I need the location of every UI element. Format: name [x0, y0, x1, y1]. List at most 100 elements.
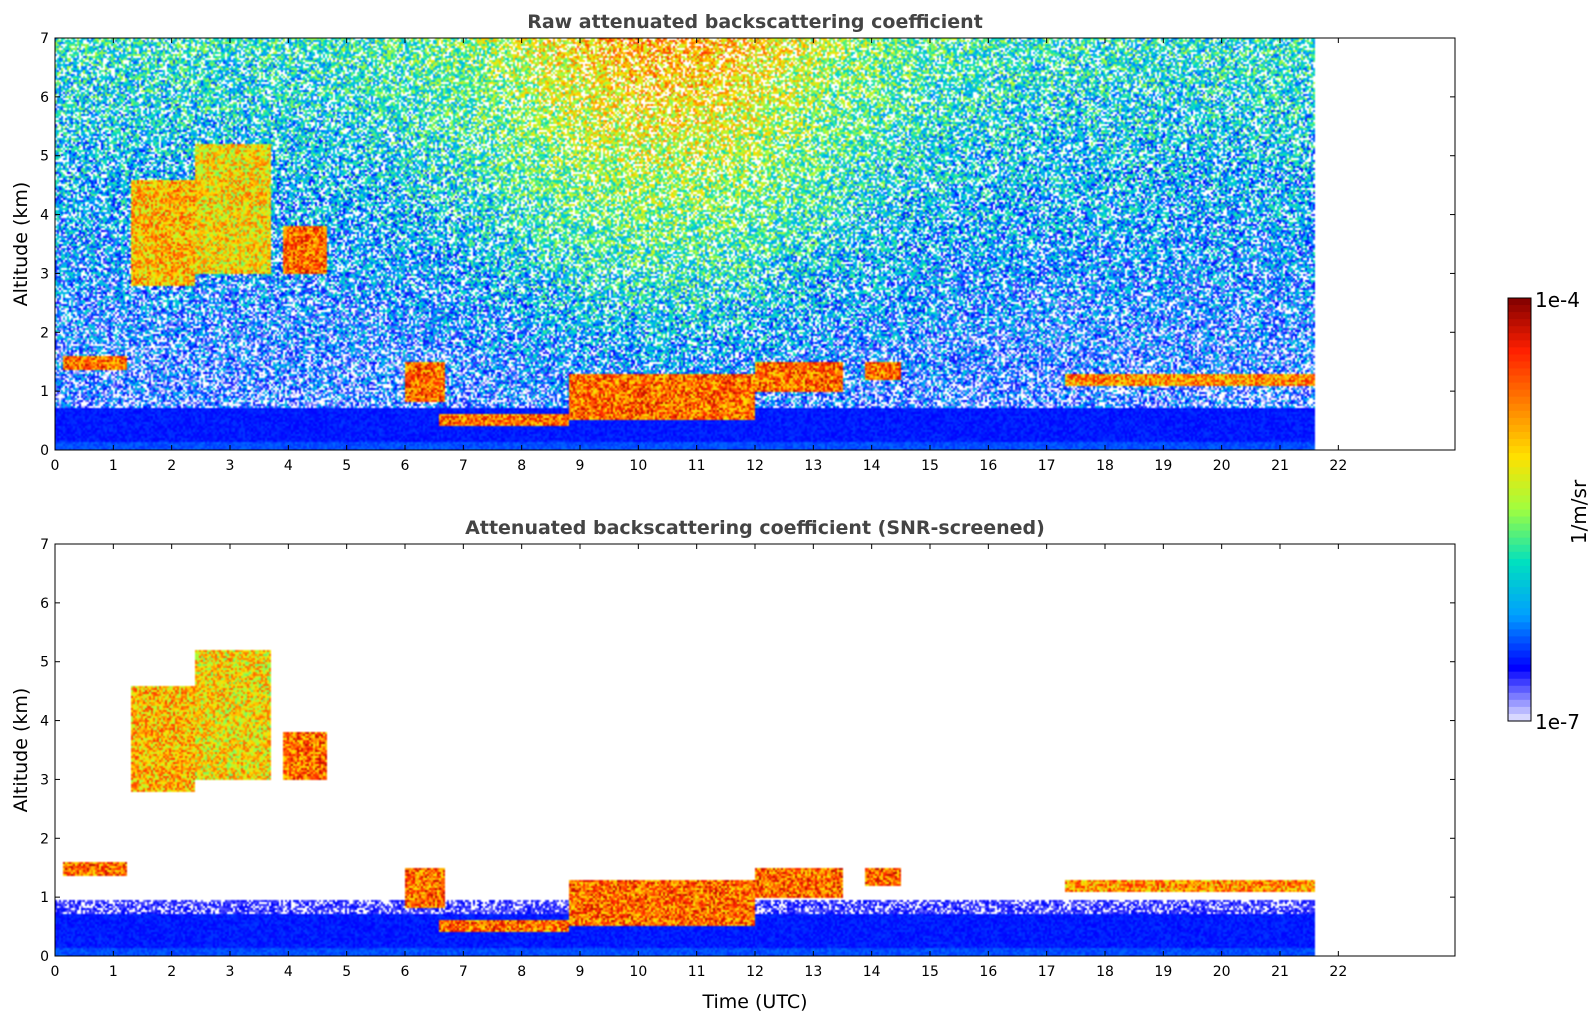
colorbar-band [1508, 594, 1531, 602]
colorbar-band [1508, 340, 1531, 348]
colorbar-band [1508, 664, 1531, 673]
x-tick-label: 12 [746, 458, 764, 474]
colorbar-band [1508, 439, 1531, 447]
x-tick-label: 19 [1154, 964, 1172, 980]
colorbar: 1e-4 1e-7 1/m/sr [1507, 288, 1591, 734]
x-tick-label: 21 [1271, 964, 1289, 980]
y-tick-label: 4 [40, 208, 49, 224]
colorbar-band [1508, 488, 1531, 496]
axis-ticks: 0 1 2 3 4 5 6 7 8 9 10 11 12 13 14 15 16 17 18 19 20 21 220123… [40, 537, 1455, 980]
colorbar-band [1508, 509, 1531, 518]
x-tick-label: 8 [517, 964, 526, 980]
x-tick-label: 9 [576, 964, 585, 980]
colorbar-band [1508, 312, 1531, 320]
x-tick-label: 4 [284, 964, 293, 980]
colorbar-band [1508, 678, 1531, 687]
colorbar-band [1508, 396, 1531, 405]
x-tick-label: 6 [401, 964, 410, 980]
x-tick-label: 19 [1154, 458, 1172, 474]
y-tick-label: 0 [40, 443, 49, 459]
heatmap-image [55, 544, 1455, 956]
colorbar-band [1508, 417, 1531, 426]
x-tick-label: 20 [1213, 964, 1231, 980]
x-tick-label: 15 [921, 458, 939, 474]
x-tick-label: 0 [51, 964, 60, 980]
colorbar-band [1508, 326, 1531, 334]
x-tick-label: 17 [1038, 964, 1056, 980]
colorbar-band [1508, 389, 1531, 398]
x-tick-label: 3 [226, 964, 235, 980]
colorbar-band [1508, 636, 1531, 645]
x-tick-label: 20 [1213, 458, 1231, 474]
x-tick-label: 15 [921, 964, 939, 980]
y-tick-label: 0 [40, 949, 49, 965]
colorbar-band [1508, 410, 1531, 419]
colorbar-band [1508, 361, 1531, 370]
y-tick-label: 7 [40, 31, 49, 47]
x-tick-label: 7 [459, 458, 468, 474]
colorbar-band [1508, 587, 1531, 595]
y-axis-label: Altitude (km) [10, 182, 32, 307]
colorbar-band [1508, 615, 1531, 623]
y-tick-label: 3 [40, 772, 49, 788]
colorbar-band [1508, 692, 1531, 701]
colorbar-band [1508, 530, 1531, 539]
x-tick-label: 22 [1329, 964, 1347, 980]
colorbar-frame [1507, 297, 1532, 722]
x-axis-label: Time (UTC) [701, 991, 807, 1013]
colorbar-band [1508, 713, 1531, 722]
colorbar-min-label: 1e-7 [1535, 710, 1580, 734]
x-tick-label: 9 [576, 458, 585, 474]
heatmap-image [55, 38, 1455, 450]
y-tick-label: 2 [40, 325, 49, 341]
y-tick-label: 7 [40, 537, 49, 553]
y-tick-label: 2 [40, 831, 49, 847]
panel-title: Attenuated backscattering coefficient (S… [465, 517, 1045, 539]
x-tick-label: 21 [1271, 458, 1289, 474]
x-tick-label: 1 [109, 964, 118, 980]
x-tick-label: 18 [1096, 458, 1114, 474]
x-tick-label: 14 [863, 458, 881, 474]
colorbar-unit-label: 1/m/sr [1567, 479, 1591, 544]
colorbar-max-label: 1e-4 [1535, 288, 1580, 312]
colorbar-band [1508, 622, 1531, 630]
x-tick-label: 8 [517, 458, 526, 474]
colorbar-band [1508, 354, 1531, 363]
x-tick-label: 3 [226, 458, 235, 474]
colorbar-band [1508, 319, 1531, 327]
y-tick-label: 5 [40, 149, 49, 165]
colorbar-band [1508, 706, 1531, 715]
colorbar-band [1508, 558, 1531, 567]
colorbar-band [1508, 601, 1531, 609]
x-tick-label: 10 [629, 964, 647, 980]
colorbar-band [1508, 650, 1531, 659]
colorbar-band [1508, 403, 1531, 412]
x-tick-label: 6 [401, 458, 410, 474]
colorbar-band [1508, 298, 1531, 306]
colorbar-band [1508, 424, 1531, 433]
y-tick-label: 1 [40, 384, 49, 400]
y-tick-label: 6 [40, 596, 49, 612]
colorbar-band [1508, 375, 1531, 384]
colorbar-band [1508, 565, 1531, 574]
colorbar-band [1508, 333, 1531, 341]
colorbar-band [1508, 446, 1531, 454]
colorbar-band [1508, 516, 1531, 525]
x-tick-label: 1 [109, 458, 118, 474]
colorbar-band [1508, 580, 1531, 588]
colorbar-band [1508, 523, 1531, 532]
y-tick-label: 4 [40, 714, 49, 730]
y-tick-label: 1 [40, 890, 49, 906]
colorbar-band [1508, 368, 1531, 377]
x-tick-label: 11 [688, 964, 706, 980]
x-tick-label: 22 [1329, 458, 1347, 474]
x-tick-label: 2 [167, 458, 176, 474]
colorbar-band [1508, 699, 1531, 708]
x-tick-label: 2 [167, 964, 176, 980]
y-axis-label: Altitude (km) [10, 688, 32, 813]
colorbar-band [1508, 643, 1531, 652]
colorbar-band [1508, 544, 1531, 553]
x-tick-label: 13 [804, 964, 822, 980]
x-tick-label: 12 [746, 964, 764, 980]
x-tick-label: 7 [459, 964, 468, 980]
